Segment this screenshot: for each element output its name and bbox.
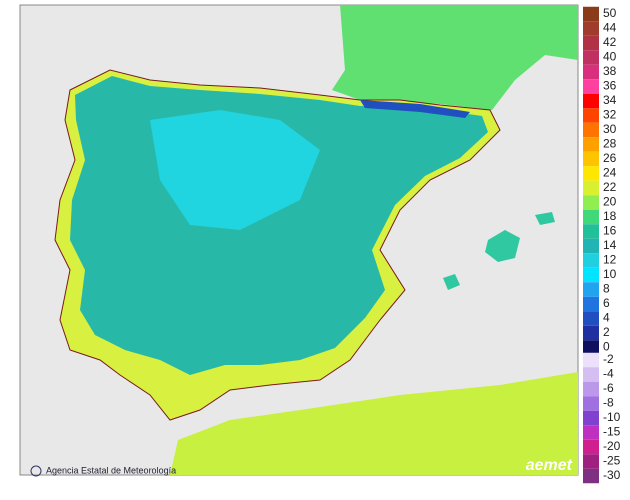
- legend: 5044424038363432302826242220181614121086…: [583, 6, 621, 484]
- legend-swatch: [583, 238, 599, 254]
- legend-swatch: [583, 224, 599, 239]
- legend-swatch: [583, 21, 599, 36]
- africa: [170, 372, 578, 475]
- legend-swatch: [583, 468, 599, 484]
- legend-label: 22: [603, 180, 617, 194]
- legend-swatch: [583, 93, 599, 109]
- legend-swatch: [583, 267, 599, 283]
- france: [332, 5, 578, 110]
- legend-label: 32: [603, 108, 617, 122]
- legend-label: 4: [603, 311, 610, 325]
- legend-label: -4: [603, 367, 614, 381]
- legend-swatch: [583, 79, 599, 94]
- legend-label: -25: [603, 454, 621, 468]
- legend-swatch: [583, 151, 599, 167]
- legend-swatch: [583, 311, 599, 326]
- menorca: [535, 212, 555, 225]
- legend-label: 42: [603, 35, 617, 49]
- legend-label: 12: [603, 253, 617, 267]
- legend-label: 24: [603, 166, 617, 180]
- legend-swatch: [583, 180, 599, 196]
- legend-swatch: [583, 64, 599, 80]
- legend-label: 20: [603, 195, 617, 209]
- legend-label: 44: [603, 21, 617, 35]
- legend-swatch: [583, 282, 599, 297]
- legend-swatch: [583, 340, 599, 355]
- legend-swatch: [583, 108, 599, 123]
- legend-swatch: [583, 35, 599, 51]
- legend-swatch: [583, 454, 599, 469]
- legend-label: 0: [603, 340, 610, 354]
- legend-label: -15: [603, 425, 621, 439]
- legend-swatch: [583, 367, 599, 382]
- legend-label: -2: [603, 352, 614, 366]
- legend-swatch: [583, 50, 599, 65]
- legend-label: -10: [603, 410, 621, 424]
- legend-swatch: [583, 253, 599, 268]
- agency-icon: [30, 465, 42, 477]
- logo: aemet: [526, 457, 573, 474]
- mountains: [150, 110, 320, 230]
- legend-label: 26: [603, 151, 617, 165]
- legend-swatch: [583, 122, 599, 138]
- legend-label: 28: [603, 137, 617, 151]
- legend-label: 18: [603, 209, 617, 223]
- legend-label: 40: [603, 50, 617, 64]
- legend-label: 30: [603, 122, 617, 136]
- legend-label: 8: [603, 282, 610, 296]
- legend-label: 10: [603, 267, 617, 281]
- legend-label: 2: [603, 325, 610, 339]
- legend-label: 50: [603, 6, 617, 20]
- legend-swatch: [583, 381, 599, 397]
- legend-label: -30: [603, 468, 621, 482]
- legend-swatch: [583, 137, 599, 152]
- pyrenees: [360, 100, 470, 118]
- legend-label: -8: [603, 396, 614, 410]
- legend-label: -6: [603, 381, 614, 395]
- legend-swatch: [583, 410, 599, 426]
- legend-label: 6: [603, 296, 610, 310]
- legend-swatch: [583, 6, 599, 22]
- legend-label: -20: [603, 439, 621, 453]
- legend-label: 34: [603, 93, 617, 107]
- legend-swatch: [583, 195, 599, 210]
- legend-swatch: [583, 396, 599, 411]
- agency-name: Agencia Estatal de Meteorología: [46, 465, 176, 475]
- legend-swatch: [583, 439, 599, 455]
- legend-label: 38: [603, 64, 617, 78]
- legend-swatch: [583, 352, 599, 368]
- legend-swatch: [583, 425, 599, 440]
- mallorca: [485, 230, 520, 262]
- legend-swatch: [583, 296, 599, 312]
- ibiza: [443, 274, 460, 290]
- legend-swatch: [583, 209, 599, 225]
- legend-label: 36: [603, 79, 617, 93]
- legend-label: 14: [603, 238, 617, 252]
- legend-swatch: [583, 325, 599, 341]
- legend-swatch: [583, 166, 599, 181]
- legend-label: 16: [603, 224, 617, 238]
